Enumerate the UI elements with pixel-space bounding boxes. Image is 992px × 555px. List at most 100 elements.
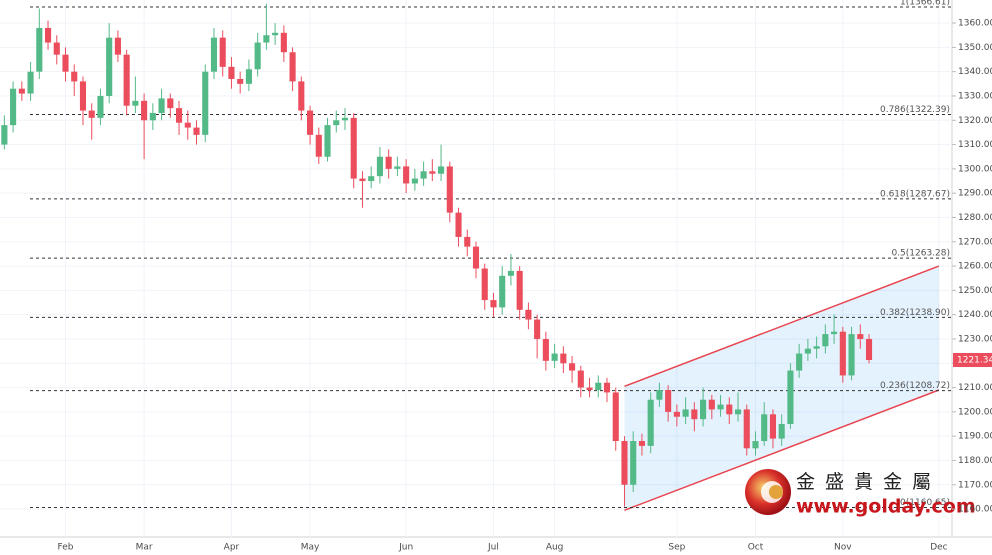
candle-body [481,268,488,301]
y-tick-label: 1280.00 [958,213,992,223]
candle-body [804,348,811,354]
logo-core [769,485,783,499]
candle-body [18,88,25,94]
candle-body [717,404,724,410]
candle-body [10,88,17,126]
candle-body [796,353,803,371]
candle-body [734,409,742,415]
candle-body [525,309,532,320]
candle-body [237,78,244,84]
candle-body [769,414,777,439]
candle-body [446,166,453,213]
candle-body [167,98,174,109]
y-tick-label: 1170.00 [958,480,992,490]
candle-body [79,81,87,111]
x-tick-label: Oct [748,543,764,553]
candle-body [333,120,340,126]
candle-body [603,382,611,393]
candle-body [403,166,410,184]
candle-body [158,98,165,113]
candle-body [411,178,418,184]
y-tick-label: 1340.00 [958,67,992,77]
candle-body [464,236,471,247]
candle-body [647,399,654,446]
candle-body [27,71,34,94]
candle-body [245,69,252,84]
y-tick-label: 1330.00 [958,91,992,101]
candle-body [621,441,628,485]
candle-body [193,127,200,135]
y-tick-label: 1240.00 [958,310,992,320]
candle-body [385,156,392,169]
candle-body [708,399,715,410]
y-tick-label: 1180.00 [958,456,992,466]
x-tick-label: Apr [224,543,240,553]
y-tick-label: 1230.00 [958,334,992,344]
x-tick-label: Sep [668,543,685,553]
candle-body [36,27,43,72]
candle-body [831,331,838,335]
candle-body [210,37,218,72]
candle-body [691,409,698,420]
candle-body [228,66,235,79]
candle-body [534,319,541,339]
candle-body [507,270,514,276]
y-tick-label: 1210.00 [958,383,992,393]
candle-body [700,399,707,420]
candle-body [569,363,576,371]
candle-body [350,117,357,179]
fib-label: 0.5(1263.28) [891,249,950,259]
candle-body [865,338,873,361]
candle-body [368,176,375,182]
x-tick-label: Nov [834,543,852,553]
candle-body [813,346,820,349]
candle-body [595,382,602,390]
y-tick-label: 1250.00 [958,286,992,296]
candle-body [857,334,864,339]
candle-body [280,32,287,53]
candle-body [586,387,593,390]
candle-body [839,331,846,376]
candle-body [420,171,427,179]
candle-body [141,100,148,121]
candle-body [429,171,436,174]
x-tick-label: Mar [136,543,153,553]
candle-body [219,37,226,67]
y-tick-label: 1200.00 [958,407,992,417]
candle-body [743,409,750,449]
candle-body [472,246,480,269]
fib-label: 0(1160.65) [900,498,950,508]
candle-body [551,353,558,361]
candle-body [298,81,305,111]
candle-body [97,95,104,118]
last-price-label: 1221.34 [957,356,992,366]
watermark: 金 盛 貴 金 屬 www.golday.com [745,469,976,518]
candle-body [341,117,349,121]
y-tick-label: 1290.00 [958,189,992,199]
candle-body [114,37,121,55]
candle-body [1,125,8,145]
candle-body [254,42,261,70]
y-tick-label: 1300.00 [958,164,992,174]
y-tick-label: 1270.00 [958,237,992,247]
candle-body [306,110,314,135]
fib-label: 0.382(1238.90) [880,308,950,318]
fib-label: 0.236(1208.72) [880,381,950,391]
candle-body [577,370,584,388]
candle-body [761,414,768,442]
candle-body [682,409,689,417]
candle-body [359,178,366,182]
x-tick-label: Aug [546,543,564,553]
candle-body [673,411,680,417]
candle-body [132,100,139,106]
candle-body [560,353,567,364]
candle-body [656,389,663,400]
watermark-url: www.golday.com [796,496,976,518]
candle-body [315,134,322,157]
candle-body [490,300,497,308]
candle-body [455,212,462,237]
candle-body [665,389,672,412]
candle-body [184,122,191,128]
